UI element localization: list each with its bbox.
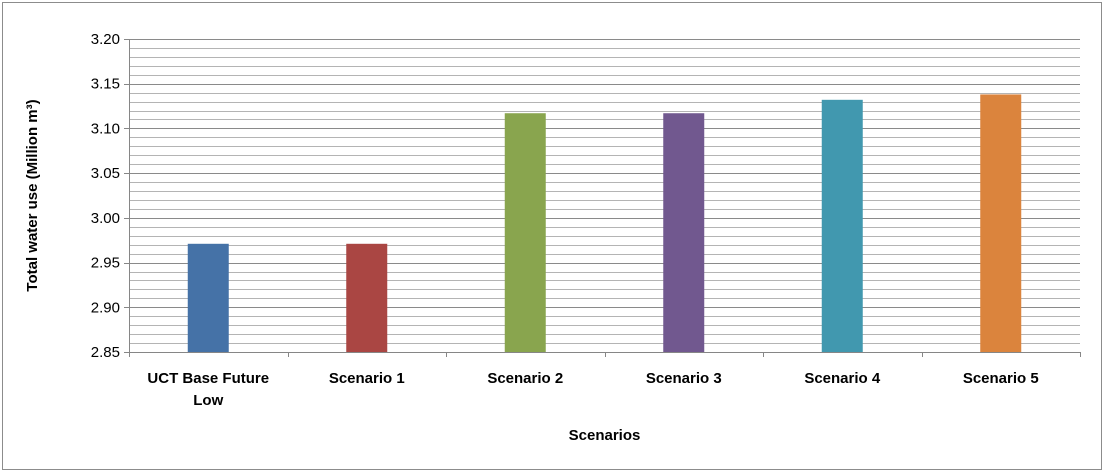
x-tick-label: UCT Base Future [147,370,269,387]
labels: 2.85 2.90 2.95 3.00 3.05 3.10 3.15 3.20 UCT Base… [91,31,1039,409]
y-tick-label: 3.00 [91,210,120,227]
bar [980,94,1022,353]
bar-chart: 2.85 2.90 2.95 3.00 3.05 3.10 3.15 3.20 UCT Base… [24,31,1081,444]
y-tick-label: 3.20 [91,31,120,48]
axes [124,39,1081,357]
y-tick-label: 2.85 [91,344,120,361]
x-tick-label: Scenario 2 [487,370,563,387]
y-tick-label: 3.10 [91,120,120,137]
y-tick-label: 2.95 [91,255,120,272]
gridlines [129,39,1080,344]
bar [187,243,229,352]
y-tick-label: 2.90 [91,299,120,316]
y-axis-title: Total water use (Million m³) [24,99,41,291]
x-tick-label: Scenario 1 [329,370,405,387]
x-tick-label: Low [193,392,223,409]
y-tick-label: 3.05 [91,165,120,182]
x-axis-title: Scenarios [569,427,641,444]
x-tick-label: Scenario 4 [804,370,881,387]
y-tick-label: 3.15 [91,76,120,93]
bar [663,113,705,353]
x-tick-label: Scenario 5 [963,370,1039,387]
x-tick-label: Scenario 3 [646,370,722,387]
bar [821,99,863,352]
bar [504,113,546,353]
bars [187,94,1022,353]
bar [346,243,388,352]
